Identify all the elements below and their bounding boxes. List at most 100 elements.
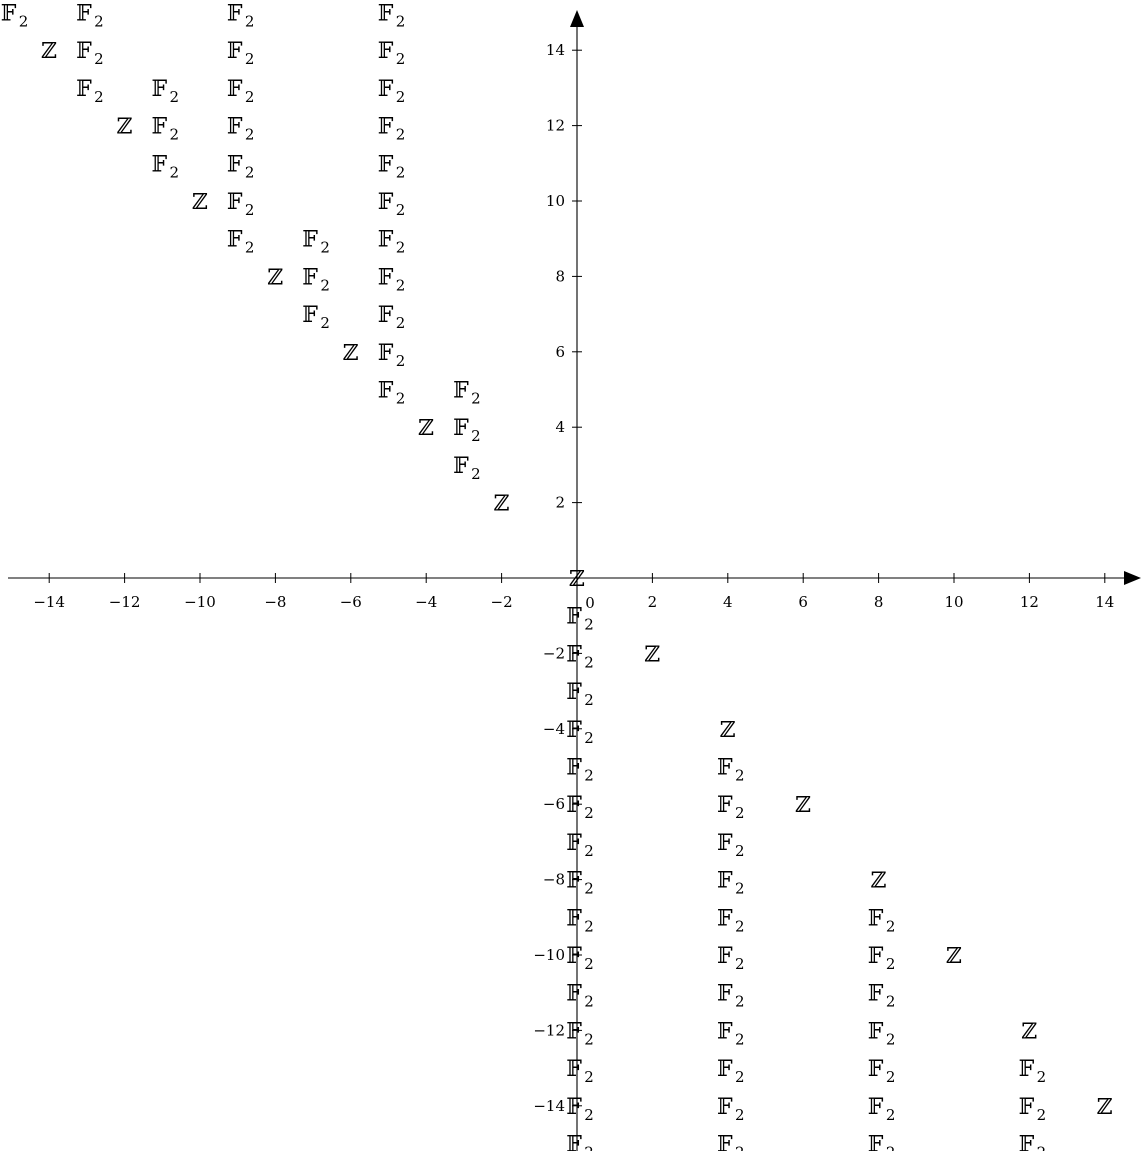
entry-subscript: 2 xyxy=(1037,1068,1047,1086)
entry-subscript: 2 xyxy=(396,88,406,106)
entry-symbol: 𝔽 xyxy=(566,680,582,705)
entry-subscript: 2 xyxy=(584,653,594,671)
entry-subscript: 2 xyxy=(584,804,594,822)
entry-f2: 𝔽2 xyxy=(868,1133,896,1151)
entry-symbol: 𝔽 xyxy=(378,265,394,290)
entry-subscript: 2 xyxy=(886,1106,896,1124)
entry-symbol: 𝔽 xyxy=(378,341,394,366)
entry-symbol: 𝔽 xyxy=(566,605,582,630)
entry-symbol: 𝔽 xyxy=(717,982,733,1007)
entry-subscript: 2 xyxy=(94,13,104,31)
entry-integers: ℤ xyxy=(644,642,660,667)
entry-symbol: 𝔽 xyxy=(566,1095,582,1120)
y-tick-label: 12 xyxy=(546,117,565,135)
x-tick-label: 10 xyxy=(944,593,963,611)
entry-integers: ℤ xyxy=(418,416,434,441)
entry-subscript: 2 xyxy=(735,917,745,935)
entry-symbol: 𝔽 xyxy=(76,39,92,64)
entry-symbol: 𝔽 xyxy=(566,1057,582,1082)
y-tick-label: −14 xyxy=(533,1097,565,1115)
entry-symbol: 𝔽 xyxy=(453,416,469,441)
entry-symbol: ℤ xyxy=(1021,1019,1037,1044)
entry-symbol: ℤ xyxy=(795,793,811,818)
x-tick-label: 2 xyxy=(648,593,658,611)
entry-subscript: 2 xyxy=(245,126,255,144)
entry-subscript: 2 xyxy=(396,239,406,257)
entry-subscript: 2 xyxy=(886,1068,896,1086)
entry-symbol: 𝔽 xyxy=(868,1057,884,1082)
entry-symbol: 𝔽 xyxy=(717,793,733,818)
entry-symbol: ℤ xyxy=(117,115,133,140)
entry-integers: ℤ xyxy=(871,869,887,894)
entry-symbol: ℤ xyxy=(871,869,887,894)
entry-symbol: ℤ xyxy=(946,944,962,969)
entry-symbol: 𝔽 xyxy=(868,1133,884,1151)
entry-subscript: 2 xyxy=(584,767,594,785)
entry-integers: ℤ xyxy=(720,718,736,743)
entry-symbol: 𝔽 xyxy=(227,190,243,215)
entry-symbol: 𝔽 xyxy=(566,1133,582,1151)
entry-integers: ℤ xyxy=(117,115,133,140)
x-tick-label: −4 xyxy=(415,593,437,611)
entry-subscript: 2 xyxy=(735,842,745,860)
entry-subscript: 2 xyxy=(584,842,594,860)
entry-integers: ℤ xyxy=(267,265,283,290)
entry-symbol: ℤ xyxy=(1097,1095,1113,1120)
entry-symbol: 𝔽 xyxy=(227,115,243,140)
entry-integers: ℤ xyxy=(494,492,510,517)
x-tick-label: −14 xyxy=(33,593,65,611)
entry-subscript: 2 xyxy=(396,13,406,31)
entry-symbol: 𝔽 xyxy=(378,190,394,215)
entry-symbol: 𝔽 xyxy=(1019,1133,1035,1151)
entry-subscript: 2 xyxy=(886,955,896,973)
entry-symbol: ℤ xyxy=(569,567,585,592)
entry-symbol: 𝔽 xyxy=(227,228,243,253)
entry-integers: ℤ xyxy=(1097,1095,1113,1120)
entry-symbol: 𝔽 xyxy=(868,944,884,969)
entry-subscript: 2 xyxy=(396,390,406,408)
entry-subscript: 2 xyxy=(396,314,406,332)
entry-subscript: 2 xyxy=(94,50,104,68)
entry-integers: ℤ xyxy=(192,190,208,215)
entry-subscript: 2 xyxy=(584,616,594,634)
entry-subscript: 2 xyxy=(396,352,406,370)
entry-symbol: 𝔽 xyxy=(1,2,17,27)
entry-symbol: 𝔽 xyxy=(868,1019,884,1044)
entry-subscript: 2 xyxy=(735,955,745,973)
entry-symbol: 𝔽 xyxy=(453,454,469,479)
entry-subscript: 2 xyxy=(170,163,180,181)
entry-integers: ℤ xyxy=(946,944,962,969)
entry-subscript: 2 xyxy=(886,1144,896,1151)
